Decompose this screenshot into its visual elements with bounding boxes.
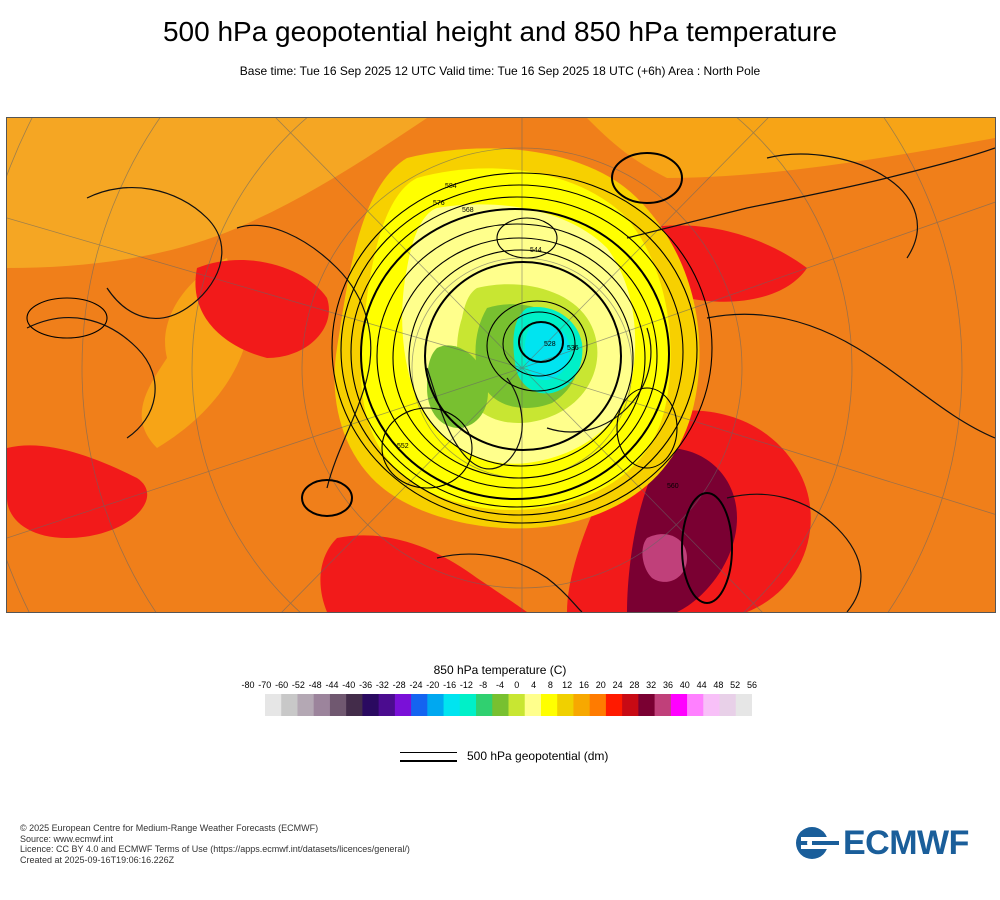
temp-region-nw: [7, 118, 427, 268]
north-pole-map: 576 584 568 544 552 560 536 528: [7, 118, 995, 612]
contour-label: 536: [567, 345, 579, 352]
legend-tick-label: 48: [713, 680, 724, 690]
colorbar-segment: [378, 694, 396, 716]
legend-tick-label: 0: [514, 680, 520, 690]
legend-tick-label: 20: [595, 680, 606, 690]
legend-tick-label: 4: [531, 680, 537, 690]
legend-title: 850 hPa temperature (C): [433, 663, 567, 677]
chart-subtitle: Base time: Tue 16 Sep 2025 12 UTC Valid …: [239, 64, 761, 78]
contour-label: 576: [433, 200, 445, 207]
colorbar-segment: [476, 694, 493, 716]
contour-label: 584: [445, 183, 457, 190]
hot-patch-west: [195, 259, 329, 358]
colorbar-segment: [703, 694, 721, 716]
temp-region-ne: [587, 118, 995, 178]
colorbar-segment: [281, 694, 298, 716]
contour-label: 552: [397, 443, 409, 450]
ecmwf-logo-icon: [796, 827, 839, 859]
hottest-spot: [642, 534, 687, 582]
legend-tick-label: -40: [342, 680, 356, 690]
legend-tick-label: 24: [612, 680, 623, 690]
colorbar-segment: [427, 694, 445, 716]
contour-line-sample-thick: [400, 760, 457, 762]
colorbar-segment: [297, 694, 315, 716]
created-text: Created at 2025-09-16T19:06:16.226Z: [20, 854, 175, 865]
legend-tick-label: -16: [443, 680, 457, 690]
legend-tick-label: -24: [409, 680, 423, 690]
cold-patch-greenland: [427, 345, 488, 428]
legend-tick-label: -60: [275, 680, 289, 690]
source-text: Source: www.ecmwf.int: [20, 833, 114, 844]
legend-ticks: -80 -70 -60 -52 -48 -44 -40 -36 -32 -28 -24 -20 -16-…: [232, 680, 772, 694]
colorbar-segment: [265, 694, 282, 716]
legend-tick-label: 36: [662, 680, 674, 690]
legend-tick-label: 12: [562, 680, 573, 690]
colorbar-segment: [557, 694, 574, 716]
contour-label: 568: [462, 207, 474, 214]
colorbar-segment: [622, 694, 639, 716]
contour-label: 528: [544, 341, 556, 348]
geopotential-contours: [26, 152, 733, 604]
colorbar-segment: [329, 694, 347, 716]
legend-tick-label: -32: [375, 680, 389, 690]
colorbar-segment: [719, 694, 737, 716]
colorbar-segment: [362, 694, 380, 716]
cold-core-deep: [524, 322, 570, 381]
hot-patch-far-west: [7, 445, 148, 538]
legend-tick-label: 28: [629, 680, 640, 690]
legend-tick-label: -4: [495, 680, 505, 690]
legend-tick-label: 52: [730, 680, 741, 690]
contour-legend-label: 500 hPa geopotential (dm): [467, 749, 609, 763]
chart-title: 500 hPa geopotential height and 850 hPa …: [162, 16, 838, 47]
colorbar-segment: [654, 694, 672, 716]
colorbar-segment: [313, 694, 331, 716]
colorbar-segment: [394, 694, 412, 716]
legend-tick-label: 40: [679, 680, 690, 690]
legend-tick-label: 8: [547, 680, 553, 690]
colorbar-segment: [670, 694, 688, 716]
contour-legend: 500 hPa geopotential (dm): [400, 748, 720, 768]
colorbar-segment: [459, 694, 477, 716]
colorbar-segment: [638, 694, 656, 716]
ecmwf-logo-text: ECMWF: [843, 824, 969, 862]
hot-patch-southwest: [320, 535, 527, 612]
colorbar-segment: [524, 694, 542, 716]
contour-labels: 576 584 568 544 552 560 536 528: [397, 183, 679, 490]
licence-text: Licence: CC BY 4.0 and ECMWF Terms of Us…: [20, 844, 410, 854]
ecmwf-logo: ECMWF: [795, 824, 985, 862]
legend-tick-label: 56: [746, 680, 758, 690]
colorbar-segment: [605, 694, 623, 716]
legend-tick-label: -12: [459, 680, 473, 690]
legend-tick-label: 16: [578, 680, 590, 690]
colorbar-segment: [687, 694, 704, 716]
legend-tick-label: -52: [291, 680, 305, 690]
legend-tick-label: -20: [426, 680, 440, 690]
colorbar-segment: [540, 694, 558, 716]
contour-line-sample-thin: [400, 752, 457, 753]
colorbar-segment: [508, 694, 526, 716]
legend-tick-label: -36: [359, 680, 373, 690]
legend-tick-label: -70: [258, 680, 272, 690]
colorbar-segment: [589, 694, 607, 716]
legend-tick-label: -28: [392, 680, 406, 690]
legend-tick-label: -80: [241, 680, 255, 690]
copyright-text: © 2025 European Centre for Medium-Range …: [20, 823, 319, 833]
colorbar-segment: [735, 694, 752, 716]
contour-label: 544: [530, 247, 542, 254]
colorbar-segment: [411, 694, 428, 716]
temperature-colorbar: [265, 694, 752, 716]
legend-tick-label: -8: [479, 680, 488, 690]
contour-label: 560: [667, 483, 679, 490]
legend-tick-label: -48: [308, 680, 322, 690]
legend-tick-label: -44: [325, 680, 339, 690]
map-panel[interactable]: 576 584 568 544 552 560 536 528: [6, 117, 996, 613]
colorbar-segment: [573, 694, 591, 716]
colorbar-segment: [346, 694, 363, 716]
credits: © 2025 European Centre for Medium-Range …: [20, 823, 410, 865]
coastlines: [26, 147, 995, 612]
legend-tick-label: 32: [646, 680, 657, 690]
colorbar-segment: [443, 694, 461, 716]
colorbar-segment: [492, 694, 509, 716]
legend-tick-label: 44: [696, 680, 707, 690]
